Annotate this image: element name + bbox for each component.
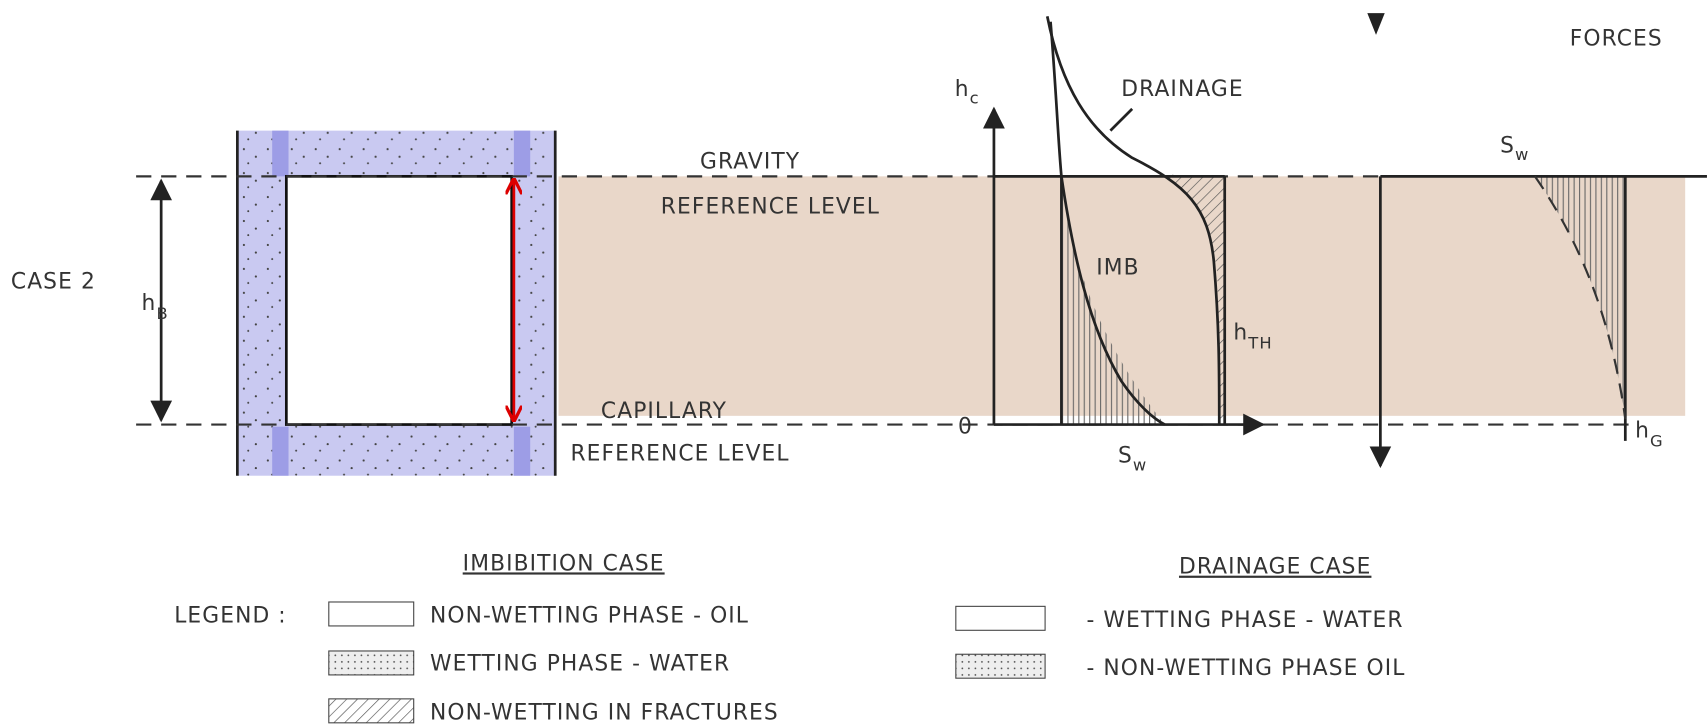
gravity-ref-label: REFERENCE LEVEL [661,194,880,219]
text-part: S [1118,444,1133,469]
diagram: CASE 2 hB GRAVITY REFERENCE LEVEL CAPILL… [0,0,1707,725]
page: CASE 2 hB GRAVITY REFERENCE LEVEL CAPILL… [0,0,1707,725]
legend-item: - NON-WETTING PHASE OIL [1086,656,1405,681]
text-part: h [1233,321,1248,346]
text-part: h [1635,419,1650,444]
legend: IMBIBITION CASE DRAINAGE CASE LEGEND : N… [174,551,1405,725]
hc-label: hc [955,77,980,108]
origin-label: 0 [958,414,973,439]
text-part: w [1133,455,1147,474]
text-part: h [142,291,157,316]
legend-item: NON-WETTING IN FRACTURES [430,701,779,725]
legend-item: NON-WETTING PHASE - OIL [430,604,749,629]
sw-label: Sw [1118,444,1147,475]
legend-title: DRAINAGE CASE [1179,555,1371,580]
legend-item: - WETTING PHASE - WATER [1086,608,1403,633]
hg-label: hG [1635,419,1664,451]
text-part: h [955,77,970,102]
height-label: hB [142,291,169,323]
drainage-label: DRAINAGE [1121,77,1243,102]
case-label: CASE 2 [11,269,96,294]
legend-title: IMBIBITION CASE [463,551,665,576]
text-part: B [156,304,168,323]
capillary-ref-label: REFERENCE LEVEL [570,441,789,466]
legend-label: LEGEND : [174,604,287,629]
text-part: w [1515,145,1529,164]
imbibition-label: IMB [1096,255,1139,280]
text-part: c [970,88,980,107]
capillary-label: CAPILLARY [601,399,727,424]
text-part: G [1650,431,1664,450]
forces-title: FORCES [1570,27,1663,52]
gravity-label: GRAVITY [700,150,800,175]
gravity-sw-label: Sw [1500,133,1529,164]
text-part: S [1500,133,1515,158]
legend-item: WETTING PHASE - WATER [430,652,730,677]
text-part: TH [1247,333,1272,352]
